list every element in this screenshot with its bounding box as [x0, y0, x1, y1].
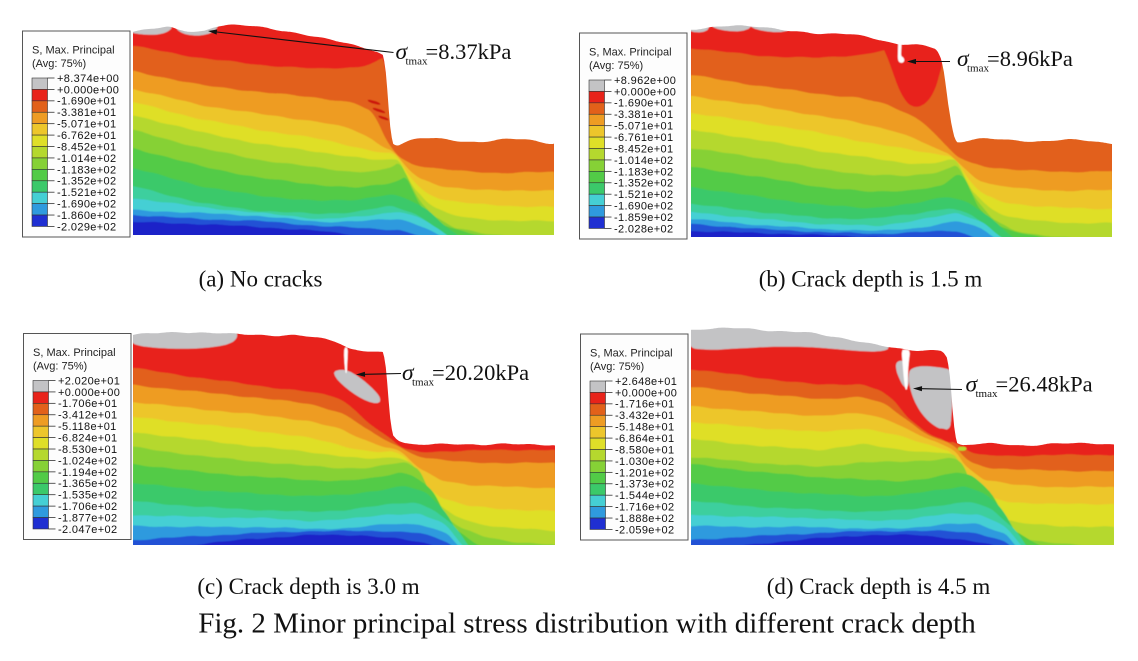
svg-text:-1.706e+02: -1.706e+02: [58, 501, 117, 513]
svg-text:-6.762e+01: -6.762e+01: [57, 130, 116, 142]
svg-text:-1.535e+02: -1.535e+02: [58, 490, 117, 502]
svg-text:=26.48kPa: =26.48kPa: [996, 372, 1093, 397]
svg-text:-1.706e+01: -1.706e+01: [58, 398, 117, 410]
svg-text:-1.716e+02: -1.716e+02: [615, 502, 674, 514]
svg-text:+8.962e+00: +8.962e+00: [614, 75, 676, 87]
svg-text:tmax: tmax: [412, 377, 434, 389]
svg-text:-1.690e+01: -1.690e+01: [614, 98, 673, 110]
svg-text:(a) No cracks: (a) No cracks: [199, 267, 323, 292]
svg-text:-1.877e+02: -1.877e+02: [58, 512, 117, 524]
svg-text:-1.201e+02: -1.201e+02: [615, 467, 674, 479]
svg-text:-1.860e+02: -1.860e+02: [57, 210, 116, 222]
svg-text:+2.020e+01: +2.020e+01: [58, 375, 120, 387]
svg-text:S, Max. Principal: S, Max. Principal: [33, 347, 116, 359]
svg-text:-2.059e+02: -2.059e+02: [615, 524, 674, 536]
svg-text:+2.648e+01: +2.648e+01: [615, 376, 677, 388]
svg-text:-1.521e+02: -1.521e+02: [614, 189, 673, 201]
svg-text:-1.194e+02: -1.194e+02: [58, 467, 117, 479]
svg-text:-8.452e+01: -8.452e+01: [614, 143, 673, 155]
svg-text:-8.530e+01: -8.530e+01: [58, 444, 117, 456]
svg-text:σ: σ: [966, 372, 979, 398]
svg-text:-8.452e+01: -8.452e+01: [57, 141, 116, 153]
svg-text:-1.716e+01: -1.716e+01: [615, 399, 674, 411]
svg-text:-1.352e+02: -1.352e+02: [614, 178, 673, 190]
svg-text:Fig. 2 Minor principal stress: Fig. 2 Minor principal stress distributi…: [198, 608, 976, 640]
svg-text:-1.183e+02: -1.183e+02: [614, 166, 673, 178]
svg-text:-3.381e+01: -3.381e+01: [614, 109, 673, 121]
svg-text:(b) Crack depth is 1.5 m: (b) Crack depth is 1.5 m: [759, 267, 983, 292]
svg-text:+8.374e+00: +8.374e+00: [57, 73, 119, 85]
svg-text:(Avg: 75%): (Avg: 75%): [589, 60, 643, 72]
svg-text:(Avg: 75%): (Avg: 75%): [32, 58, 86, 70]
svg-text:-1.690e+02: -1.690e+02: [614, 201, 673, 213]
svg-text:tmax: tmax: [967, 63, 989, 75]
svg-text:-1.014e+02: -1.014e+02: [614, 155, 673, 167]
svg-text:tmax: tmax: [406, 56, 428, 68]
svg-text:-1.373e+02: -1.373e+02: [615, 479, 674, 491]
svg-text:-5.071e+01: -5.071e+01: [57, 119, 116, 131]
svg-text:-5.148e+01: -5.148e+01: [615, 422, 674, 434]
svg-text:-6.864e+01: -6.864e+01: [615, 433, 674, 445]
svg-text:S, Max. Principal: S, Max. Principal: [590, 348, 673, 360]
svg-text:-1.888e+02: -1.888e+02: [615, 513, 674, 525]
svg-text:-5.118e+01: -5.118e+01: [58, 421, 117, 433]
svg-text:-6.824e+01: -6.824e+01: [58, 433, 117, 445]
svg-text:σ: σ: [402, 360, 415, 386]
svg-text:tmax: tmax: [976, 388, 998, 400]
svg-text:-3.381e+01: -3.381e+01: [57, 107, 116, 119]
svg-text:(d) Crack depth is 4.5 m: (d) Crack depth is 4.5 m: [767, 574, 991, 599]
svg-text:-6.761e+01: -6.761e+01: [614, 132, 673, 144]
svg-text:-1.030e+02: -1.030e+02: [615, 456, 674, 468]
svg-text:-1.690e+02: -1.690e+02: [57, 199, 116, 211]
svg-text:=8.37kPa: =8.37kPa: [426, 39, 512, 64]
svg-text:(c) Crack depth is 3.0 m: (c) Crack depth is 3.0 m: [197, 574, 419, 599]
svg-text:+0.000e+00: +0.000e+00: [614, 86, 676, 98]
svg-text:-3.432e+01: -3.432e+01: [615, 410, 674, 422]
svg-text:-1.352e+02: -1.352e+02: [57, 176, 116, 188]
svg-text:-2.029e+02: -2.029e+02: [57, 221, 116, 233]
svg-text:+0.000e+00: +0.000e+00: [57, 84, 119, 96]
svg-text:-1.014e+02: -1.014e+02: [57, 153, 116, 165]
svg-text:=8.96kPa: =8.96kPa: [987, 46, 1073, 71]
svg-text:-3.412e+01: -3.412e+01: [58, 410, 117, 422]
svg-text:-1.183e+02: -1.183e+02: [57, 164, 116, 176]
svg-text:σ: σ: [396, 39, 409, 65]
svg-text:(Avg: 75%): (Avg: 75%): [590, 361, 644, 373]
svg-text:-1.365e+02: -1.365e+02: [58, 478, 117, 490]
svg-text:-2.028e+02: -2.028e+02: [614, 223, 673, 235]
svg-text:+0.000e+00: +0.000e+00: [58, 387, 120, 399]
svg-text:(Avg: 75%): (Avg: 75%): [33, 361, 87, 373]
svg-text:-1.024e+02: -1.024e+02: [58, 455, 117, 467]
svg-text:-8.580e+01: -8.580e+01: [615, 444, 674, 456]
svg-text:-1.521e+02: -1.521e+02: [57, 187, 116, 199]
svg-text:-2.047e+02: -2.047e+02: [58, 524, 117, 536]
svg-text:S, Max. Principal: S, Max. Principal: [589, 47, 672, 59]
svg-text:=20.20kPa: =20.20kPa: [432, 360, 529, 385]
svg-text:-1.859e+02: -1.859e+02: [614, 212, 673, 224]
svg-text:-1.690e+01: -1.690e+01: [57, 96, 116, 108]
svg-text:-5.071e+01: -5.071e+01: [614, 121, 673, 133]
svg-text:S, Max. Principal: S, Max. Principal: [32, 45, 115, 57]
svg-text:-1.544e+02: -1.544e+02: [615, 490, 674, 502]
svg-text:σ: σ: [957, 46, 970, 72]
svg-text:+0.000e+00: +0.000e+00: [615, 387, 677, 399]
